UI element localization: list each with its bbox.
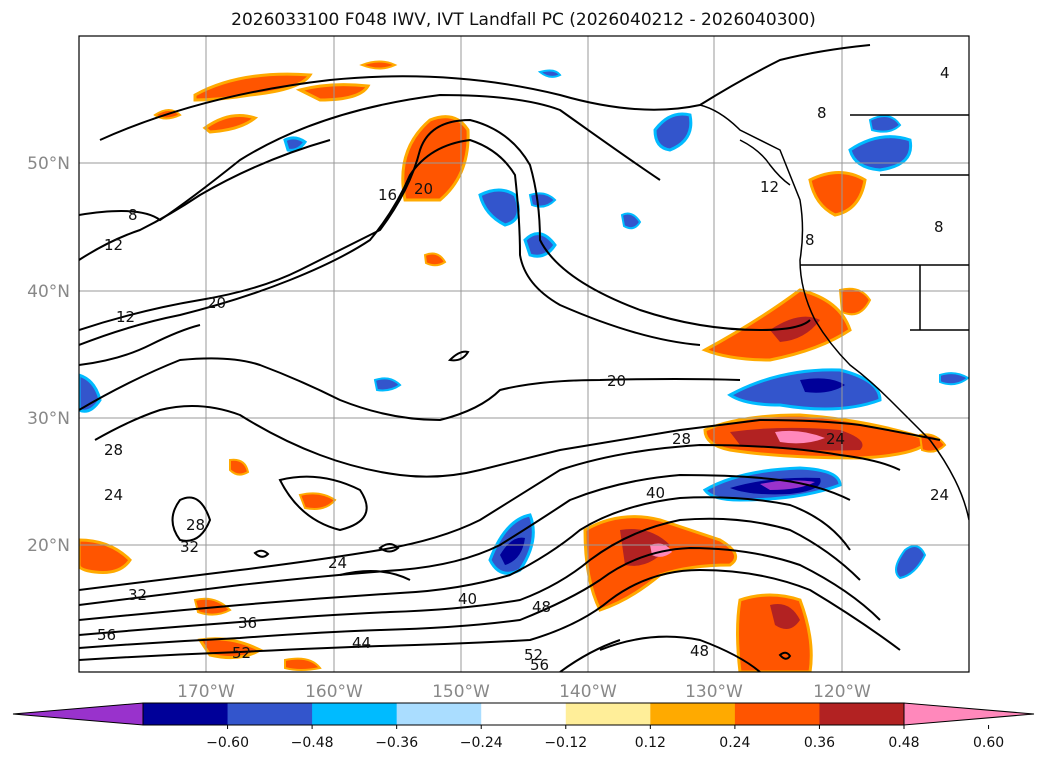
contour-label: 8 xyxy=(934,218,944,236)
lon-label-140w: 140°W xyxy=(559,682,617,702)
coastline xyxy=(699,104,969,521)
colorbar: −0.60 −0.48 −0.36 −0.24 −0.12 0.12 0.24 0.36 0.4… xyxy=(12,702,1035,751)
colorbar-tick-label: 0.48 xyxy=(888,735,919,751)
contour-label: 8 xyxy=(805,231,815,249)
contour-label: 24 xyxy=(826,430,845,448)
contour-label: 28 xyxy=(186,516,205,534)
lon-label-150w: 150°W xyxy=(432,682,490,702)
colorbar-segment xyxy=(396,703,482,725)
contour-label: 28 xyxy=(672,430,691,448)
lat-label-30n: 30°N xyxy=(27,409,70,429)
colorbar-frame xyxy=(142,702,905,726)
anomaly-shading xyxy=(79,60,969,672)
contour-label: 8 xyxy=(817,104,827,122)
colorbar-segment xyxy=(312,703,398,725)
colorbar-tick-label: −0.60 xyxy=(206,735,249,751)
contour-label: 8 xyxy=(128,206,138,224)
lon-label-120w: 120°W xyxy=(813,682,871,702)
contour-label: 32 xyxy=(180,538,199,556)
colorbar-segment xyxy=(143,703,229,725)
contour-label: 44 xyxy=(352,634,371,652)
lat-label-20n: 20°N xyxy=(27,536,70,556)
contour-label: 20 xyxy=(607,372,626,390)
colorbar-tick-label: 0.24 xyxy=(719,735,750,751)
colorbar-segment xyxy=(227,703,313,725)
colorbar-tick-label: 0.12 xyxy=(635,735,666,751)
iwv-contours xyxy=(79,44,941,672)
colorbar-tick-label: 0.36 xyxy=(804,735,835,751)
map-frame xyxy=(78,35,970,673)
contour-label: 24 xyxy=(104,486,123,504)
colorbar-segment xyxy=(565,703,651,725)
contour-label: 52 xyxy=(524,646,543,664)
grid-lines xyxy=(79,36,969,672)
lon-label-170w: 170°W xyxy=(177,682,235,702)
contour-label: 52 xyxy=(232,644,251,662)
contour-label: 40 xyxy=(458,590,477,608)
colorbar-tick-label: −0.36 xyxy=(375,735,418,751)
contour-label: 12 xyxy=(760,178,779,196)
contour-label: 48 xyxy=(532,598,551,616)
contour-label: 36 xyxy=(238,614,257,632)
colorbar-extend-high xyxy=(903,702,1035,726)
lat-label-50n: 50°N xyxy=(27,154,70,174)
colorbar-segment xyxy=(734,703,820,725)
contour-label: 40 xyxy=(646,484,665,502)
contour-label: 24 xyxy=(328,554,347,572)
colorbar-tick-label: −0.12 xyxy=(544,735,587,751)
contour-label: 12 xyxy=(104,236,123,254)
lon-label-160w: 160°W xyxy=(305,682,363,702)
longitude-labels: 170°W 160°W 150°W 140°W 130°W 120°W xyxy=(177,682,871,702)
latitude-labels: 50°N 40°N 30°N 20°N xyxy=(27,154,70,556)
contour-label: 28 xyxy=(104,441,123,459)
contour-label: 4 xyxy=(940,64,950,82)
colorbar-segment xyxy=(819,703,905,725)
contour-label: 24 xyxy=(930,486,949,504)
contour-label: 16 xyxy=(378,186,397,204)
contour-label: 12 xyxy=(116,308,135,326)
lon-label-130w: 130°W xyxy=(685,682,743,702)
colorbar-tick-label: −0.48 xyxy=(291,735,334,751)
colorbar-tick-label: −0.24 xyxy=(460,735,503,751)
contour-label: 56 xyxy=(530,656,549,674)
colorbar-segment xyxy=(481,703,567,725)
colorbar-extend-low xyxy=(12,702,144,726)
contour-label: 32 xyxy=(128,586,147,604)
contour-label: 56 xyxy=(97,626,116,644)
map-title: 2026033100 F048 IWV, IVT Landfall PC (20… xyxy=(231,10,816,30)
contour-label: 20 xyxy=(414,180,433,198)
colorbar-segment xyxy=(650,703,736,725)
contour-label: 20 xyxy=(207,294,226,312)
contour-labels: 8 12 12 20 16 20 20 28 24 40 28 24 28 32… xyxy=(97,64,950,674)
colorbar-tick-label: 0.60 xyxy=(973,735,1004,751)
lat-label-40n: 40°N xyxy=(27,282,70,302)
contour-label: 48 xyxy=(690,642,709,660)
